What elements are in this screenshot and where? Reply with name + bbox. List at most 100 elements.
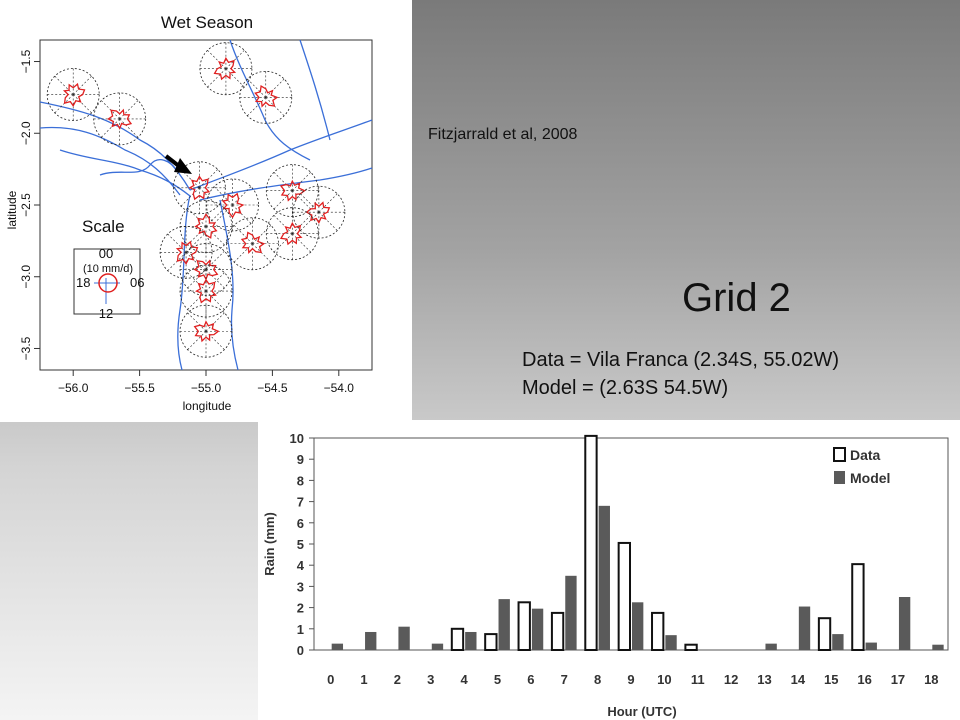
station-spoke [187,312,207,332]
bar-x-tick-label: 17 [891,672,905,687]
station-spoke [167,233,187,253]
station-spoke [187,207,207,227]
scale-legend: Scale 00 (10 mm/d) 18 06 12 [73,217,144,321]
station-spoke [273,172,293,191]
station-rain-rose [193,259,219,281]
station-wind-rose [292,185,346,239]
station-spoke [318,193,338,213]
data-bar [851,563,865,651]
map-title: Wet Season [161,13,253,32]
map-x-tick-label: −54.5 [257,381,288,395]
river-tapajos-east [219,199,239,371]
station-spoke [101,118,120,138]
bar-y-tick-label: 3 [297,579,304,594]
river-amazon-east-south [199,167,373,201]
station-spoke [205,290,225,310]
station-spoke [247,78,266,98]
scale-top-label: 00 [99,246,113,261]
river-north-2 [299,39,331,141]
bar-y-tick-label: 9 [297,452,304,467]
model-bar [765,643,777,650]
station-rain-rose [193,320,220,343]
map-y-tick-label: −3.0 [19,265,33,289]
station-rain-rose [62,82,86,108]
bar-x-tick-label: 6 [527,672,534,687]
station-wind-rose [159,225,213,279]
map-y-tick-label: −2.5 [19,193,33,217]
data-bar [651,611,665,651]
model-bar [431,643,444,650]
station-rain-rose [107,108,133,130]
bar-x-tick-label: 15 [824,672,838,687]
bar-x-tick-label: 13 [757,672,771,687]
station-spoke [273,215,293,234]
station-spoke [292,215,311,234]
bar-x-tick-label: 1 [360,672,367,687]
model-bar [932,644,944,650]
bar-x-tick-label: 8 [594,672,601,687]
station-info: Data = Vila Franca (2.34S, 55.02W) Model… [522,346,839,402]
river-lake [99,159,179,176]
scale-unit-label: (10 mm/d) [83,263,133,275]
wet-season-map-panel: Wet Season −56.0 −55.5 −55.0 −54.5 −54.0 −1.… [0,0,412,422]
map-y-tick-label: −2.0 [19,121,33,145]
station-wind-rose [239,70,293,124]
data-bar [817,617,832,651]
model-bar [365,631,377,650]
station-wind-rose [199,42,253,96]
bar-x-tick-label: 0 [327,672,334,687]
bar-x-tick-label: 12 [724,672,738,687]
bar-x-tick-label: 18 [924,672,938,687]
station-spoke [207,50,227,69]
bar-x-tick-label: 2 [394,672,401,687]
map-x-axis-label: longitude [183,399,232,413]
station-spoke [292,172,311,191]
map-x-tick-label: −55.5 [124,381,155,395]
station-wind-rose [265,207,319,261]
station-wind-rose [179,264,233,318]
river-channel [59,149,191,197]
station-spoke [233,225,253,244]
station-spoke [300,211,320,231]
station-spoke [292,233,311,253]
model-bar [632,602,644,650]
bar-x-tick-label: 4 [461,672,469,687]
station-spoke [273,190,293,210]
data-location-line: Data = Vila Franca (2.34S, 55.02W) [522,349,840,371]
model-bar [531,608,544,650]
scale-reference-circle [98,273,118,293]
legend-data-label: Data [850,447,881,463]
station-spoke [119,118,139,138]
slide-title: Grid 2 [682,276,791,320]
bar-y-tick-label: 7 [297,495,304,510]
station-spoke [72,94,92,114]
scale-left-label: 18 [76,275,90,290]
rain-bar-chart-panel: 0 1 2 3 4 5 6 7 8 9 10 0 1 2 3 4 5 6 7 8 9 10 11 12 13 14 15 16 17 18… [258,420,960,720]
map-x-tick-label: −54.0 [324,381,355,395]
station-rain-rose [213,56,237,81]
station-spoke [72,75,92,95]
bar-x-tick-label: 11 [691,672,705,687]
bar-y-tick-label: 2 [297,601,304,616]
bar-x-tick-label: 3 [427,672,434,687]
bar-y-tick-label: 6 [297,516,304,531]
station-spoke [225,50,245,69]
station-wind-rose [179,304,233,358]
map-rivers [39,39,373,371]
model-bar [498,599,510,650]
scale-title: Scale [82,217,125,236]
station-spoke [273,233,293,253]
legend-model-swatch [834,471,845,484]
wet-season-map: Wet Season −56.0 −55.5 −55.0 −54.5 −54.0 −1.… [5,13,373,413]
river-amazon-south-bank [39,126,181,196]
station-rain-rose [194,278,217,304]
model-bar [798,606,811,650]
station-rain-rose [221,192,245,219]
station-spoke [187,269,207,289]
bar-x-tick-label: 5 [494,672,501,687]
station-wind-rose [206,178,259,232]
map-y-tick-label: −1.5 [19,49,33,73]
bar-y-tick-label: 8 [297,473,304,488]
